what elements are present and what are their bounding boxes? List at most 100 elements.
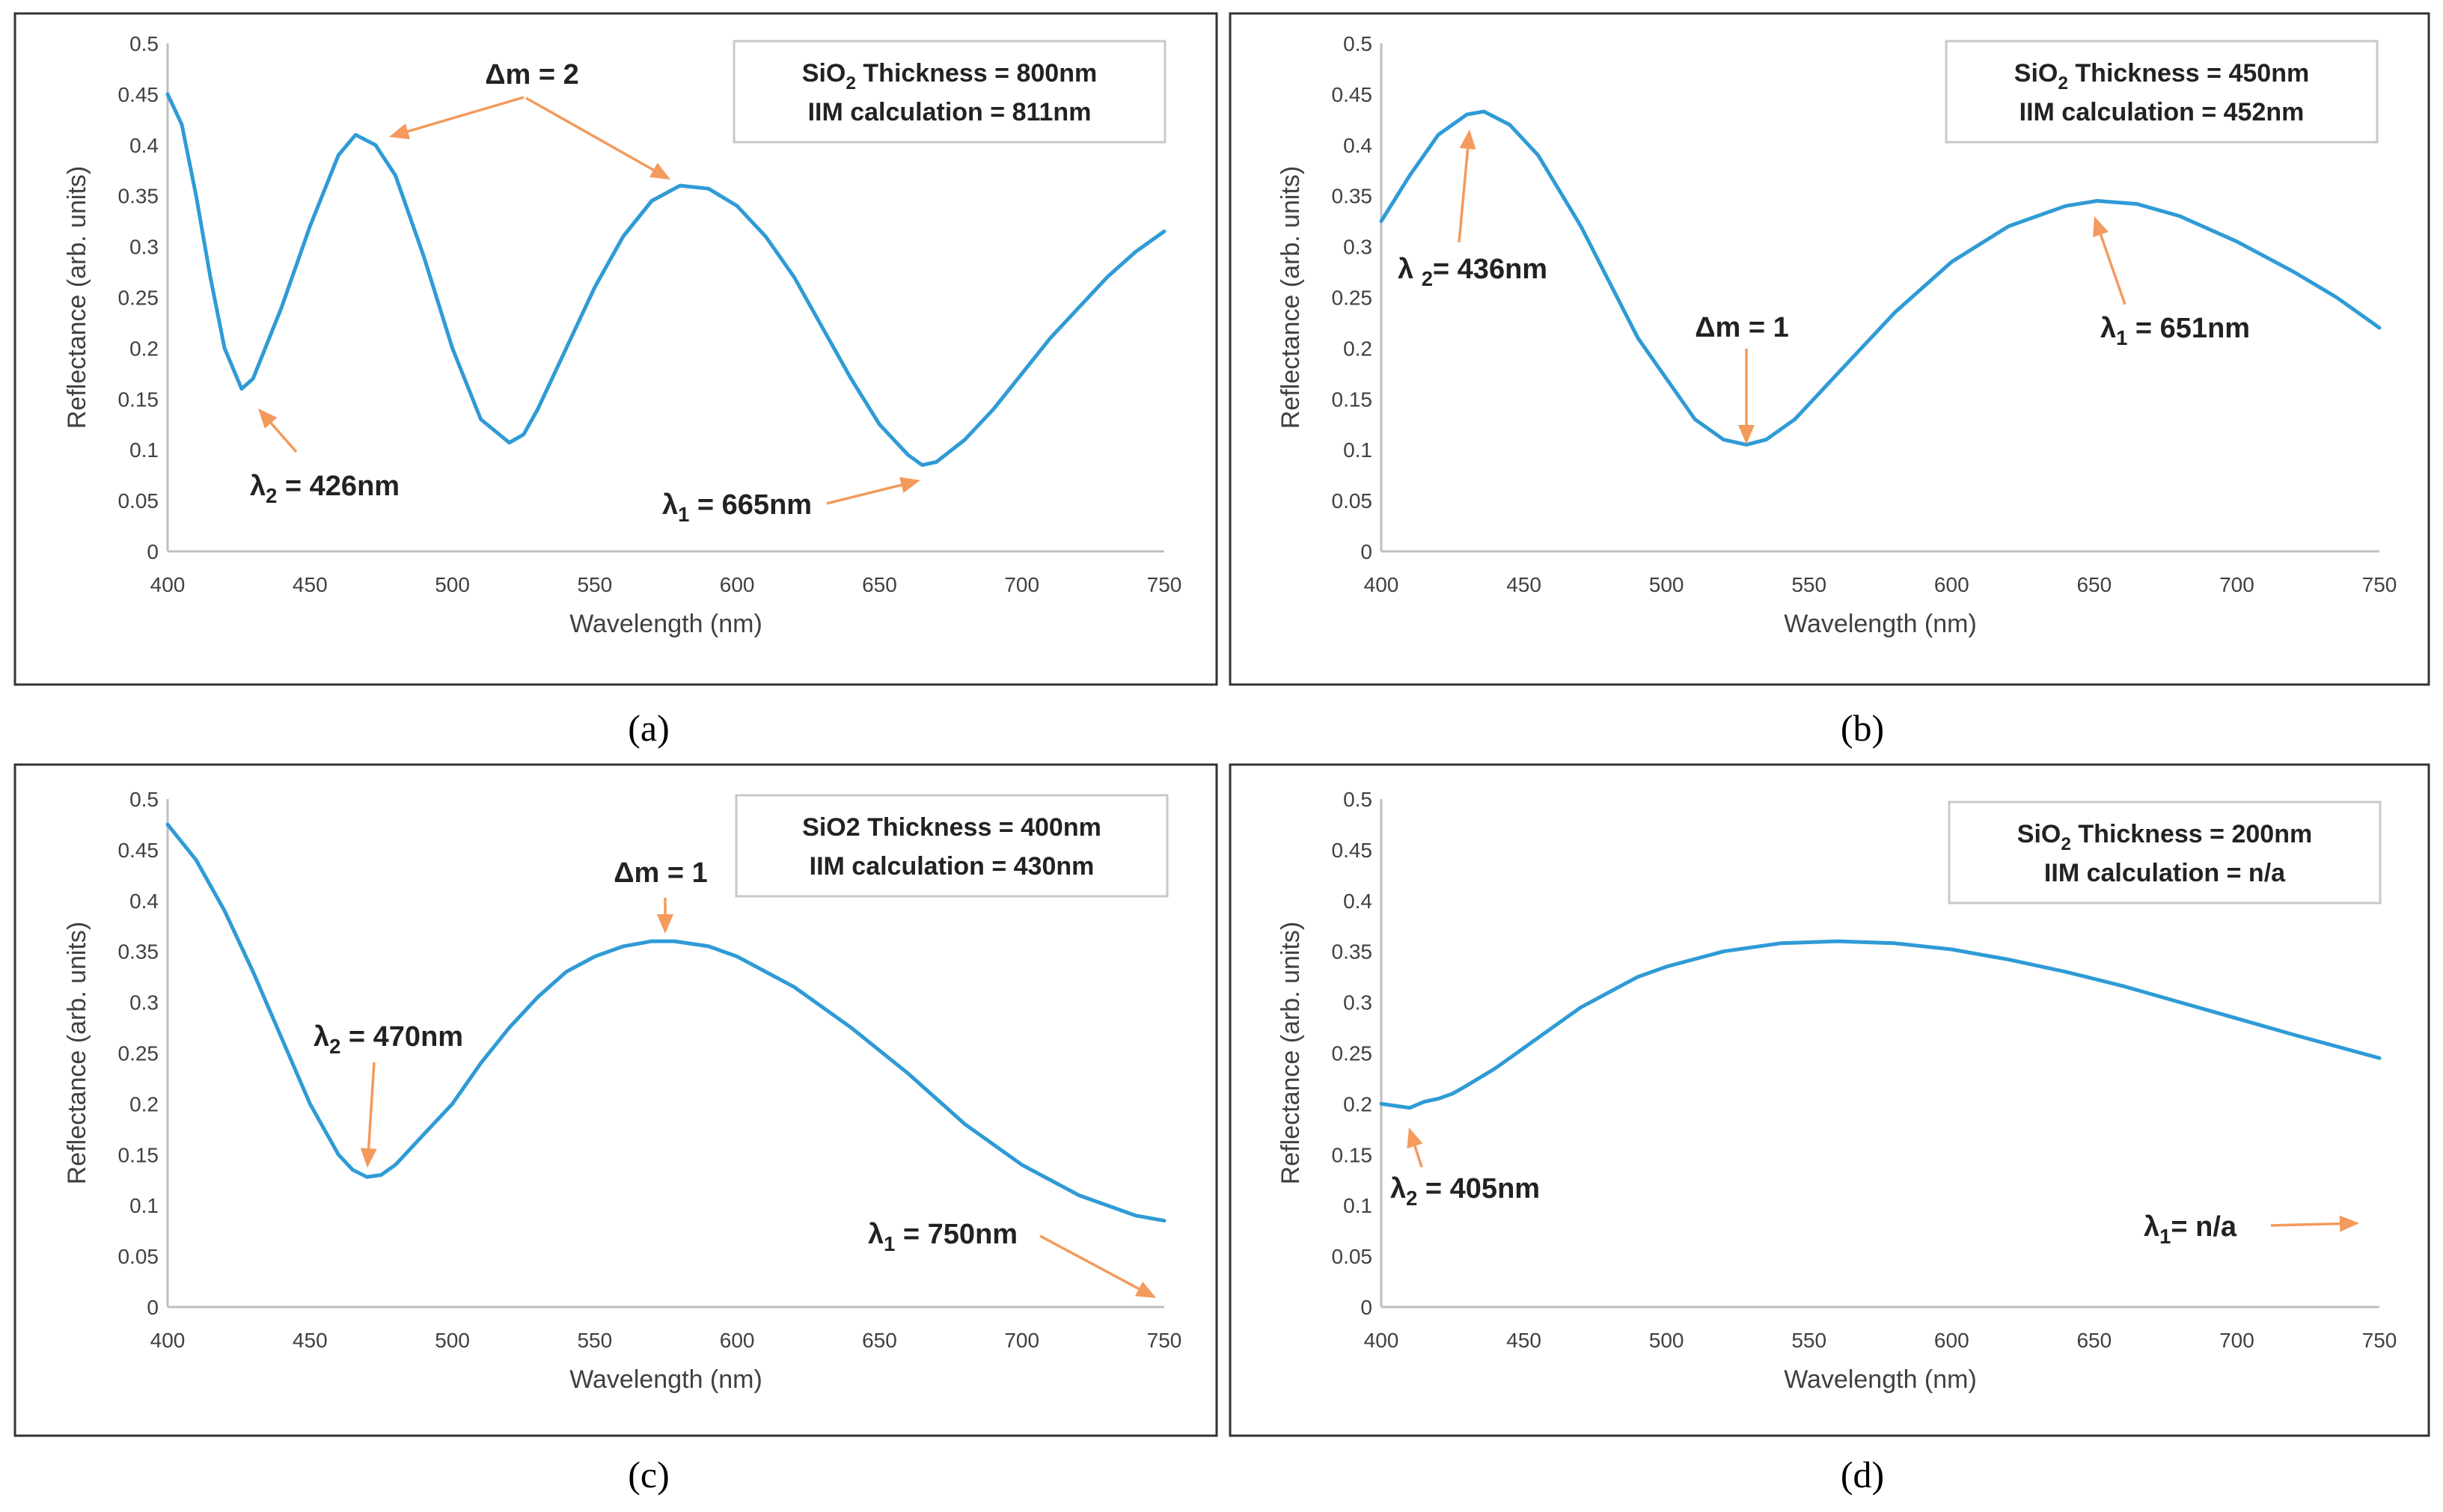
x-tick-label: 750 [1147, 573, 1182, 596]
info-box-frame [735, 794, 1169, 898]
x-tick-label: 500 [1649, 573, 1684, 596]
x-axis-title: Wavelength (nm) [569, 1365, 762, 1394]
x-tick-label: 450 [1506, 573, 1541, 596]
y-tick-label: 0.3 [129, 991, 159, 1014]
y-tick-label: 0.2 [129, 1092, 159, 1115]
reflectance-series-line [1379, 109, 2382, 447]
x-tick-label: 750 [1147, 1329, 1182, 1352]
x-tick-label: 650 [2076, 1329, 2112, 1352]
y-axis-title: Reflectance (arb. units) [63, 166, 91, 429]
info-box-frame [733, 40, 1167, 144]
annotation-label: λ1= n/a [2144, 1211, 2237, 1248]
y-tick-label: 0.45 [118, 83, 159, 106]
x-tick-label: 450 [293, 573, 328, 596]
y-tick-label: 0.45 [1332, 83, 1373, 106]
y-tick-label: 0.15 [1332, 1143, 1373, 1166]
iim-calculation-label: IIM calculation = 452nm [2019, 98, 2305, 126]
y-tick-label: 0.3 [1343, 991, 1372, 1014]
chart-panel-c: 0 0.05 0.1 0.15 0.2 0.25 0.3 0.35 0.4 0.45 0.5 400 4… [13, 763, 1218, 1437]
y-tick-label: 0 [147, 540, 159, 563]
y-tick-label: 0.25 [118, 1042, 159, 1065]
x-tick-label: 400 [1364, 1329, 1399, 1352]
x-tick-label: 550 [577, 573, 612, 596]
annotation-label: λ1 = 750nm [868, 1219, 1018, 1255]
x-tick-label: 750 [2362, 573, 2397, 596]
y-tick-label: 0.35 [1332, 185, 1373, 208]
chart-panel-a: 0 0.05 0.1 0.15 0.2 0.25 0.3 0.35 0.4 0.45 0.5 400 4… [13, 12, 1218, 686]
annotation-arrow [258, 408, 298, 453]
y-tick-label: 0.25 [1332, 1042, 1373, 1065]
annotation-arrow [1458, 129, 1476, 243]
y-tick-label: 0 [1360, 540, 1372, 563]
y-tick-label: 0.05 [1332, 1245, 1373, 1268]
info-box-frame [1945, 40, 2379, 144]
annotation-arrow [826, 477, 920, 505]
panel-caption: (d) [1841, 1454, 1884, 1496]
annotation-arrow [2093, 216, 2126, 305]
x-tick-label: 600 [720, 1329, 755, 1352]
info-box-frame [1948, 801, 2382, 905]
y-tick-label: 0.35 [1332, 940, 1373, 964]
annotation-arrow [525, 97, 670, 180]
x-tick-label: 400 [1364, 573, 1399, 596]
y-tick-label: 0.4 [129, 134, 159, 157]
y-tick-label: 0.45 [1332, 839, 1373, 862]
x-tick-label: 650 [862, 1329, 897, 1352]
panel-caption: (c) [628, 1454, 670, 1496]
annotation-label: λ1 = 651nm [2100, 313, 2250, 349]
y-tick-label: 0 [1360, 1296, 1372, 1319]
info-box: SiO2 Thickness = 400nm IIM calculation = … [735, 794, 1169, 898]
y-tick-label: 0.45 [118, 839, 159, 862]
x-axis-title: Wavelength (nm) [569, 610, 762, 638]
y-tick-label: 0.35 [118, 185, 159, 208]
annotation: Δm = 2 [389, 59, 670, 180]
annotation: λ1 = 651nm [2093, 216, 2250, 349]
y-tick-label: 0.2 [1343, 1092, 1372, 1115]
y-tick-label: 0.4 [1343, 134, 1372, 157]
annotation-label: λ2 = 470nm [314, 1021, 463, 1058]
x-tick-label: 550 [577, 1329, 612, 1352]
x-tick-label: 700 [1004, 1329, 1039, 1352]
x-tick-label: 600 [1934, 1329, 1969, 1352]
annotation: λ2 = 470nm [314, 1021, 463, 1168]
y-tick-label: 0.1 [1343, 1194, 1372, 1217]
x-tick-label: 500 [435, 1329, 470, 1352]
y-tick-label: 0.05 [118, 489, 159, 512]
annotation: λ1= n/a [2144, 1211, 2359, 1248]
y-tick-label: 0.25 [118, 287, 159, 310]
y-tick-label: 0.5 [129, 32, 159, 55]
reflectance-series-line [165, 822, 1167, 1223]
y-tick-label: 0.05 [118, 1245, 159, 1268]
annotation-label: Δm = 2 [485, 59, 579, 91]
annotation-label: Δm = 1 [1695, 312, 1789, 343]
annotation-label: λ2 = 426nm [250, 471, 400, 507]
x-tick-label: 450 [1506, 1329, 1541, 1352]
annotation-arrow [360, 1062, 377, 1168]
y-axis-title: Reflectance (arb. units) [63, 922, 91, 1185]
reflectance-series-line [165, 92, 1167, 468]
y-tick-label: 0.35 [118, 940, 159, 964]
annotation-arrow [389, 96, 525, 140]
annotation-label: Δm = 1 [614, 857, 708, 889]
y-tick-label: 0.25 [1332, 287, 1373, 310]
annotation: Δm = 1 [1695, 312, 1789, 444]
annotation: Δm = 1 [614, 857, 708, 934]
x-tick-label: 700 [2219, 1329, 2254, 1352]
chart-panel-b: 0 0.05 0.1 0.15 0.2 0.25 0.3 0.35 0.4 0.45 0.5 400 4… [1229, 12, 2430, 686]
x-tick-label: 400 [150, 1329, 186, 1352]
y-tick-label: 0.05 [1332, 489, 1373, 512]
panel-caption: (b) [1841, 707, 1884, 749]
y-tick-label: 0.1 [129, 1194, 159, 1217]
iim-calculation-label: IIM calculation = 430nm [810, 852, 1095, 881]
x-tick-label: 700 [2219, 573, 2254, 596]
y-tick-label: 0.1 [129, 438, 159, 462]
y-tick-label: 0.2 [1343, 337, 1372, 360]
x-tick-label: 750 [2362, 1329, 2397, 1352]
y-tick-label: 0.4 [1343, 890, 1372, 913]
y-tick-label: 0.15 [118, 388, 159, 411]
annotation-label: λ1 = 665nm [662, 489, 812, 526]
y-tick-label: 0.4 [129, 890, 159, 913]
y-tick-label: 0.5 [1343, 788, 1372, 811]
annotation: λ 2= 436nm [1398, 129, 1547, 290]
